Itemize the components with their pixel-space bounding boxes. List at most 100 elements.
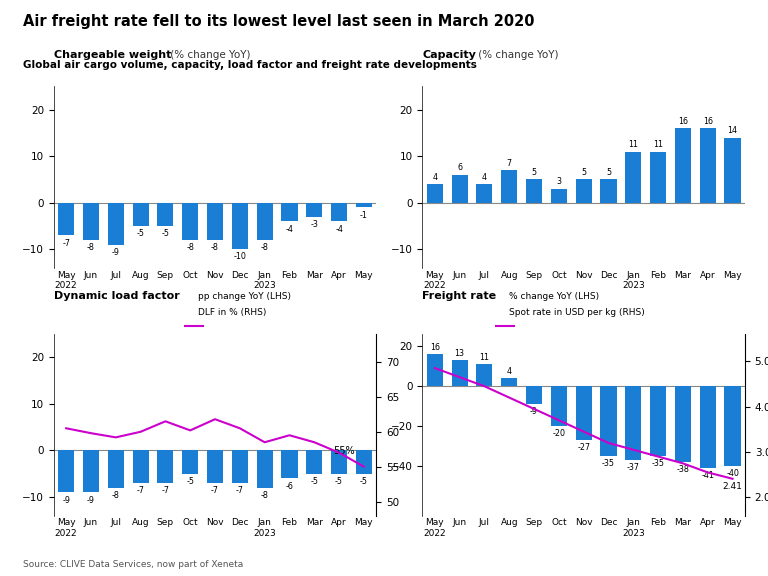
Text: -10: -10	[233, 252, 247, 262]
Bar	[58, 203, 74, 235]
Text: -27: -27	[577, 443, 591, 452]
Text: -8: -8	[87, 243, 95, 252]
Text: -5: -5	[335, 477, 343, 486]
Text: 16: 16	[430, 343, 440, 353]
Bar	[650, 386, 666, 456]
Text: Source: CLIVE Data Services, now part of Xeneta: Source: CLIVE Data Services, now part of…	[23, 560, 243, 569]
Text: (% change YoY): (% change YoY)	[167, 51, 251, 60]
Text: Air freight rate fell to its lowest level last seen in March 2020: Air freight rate fell to its lowest leve…	[23, 14, 535, 29]
Text: (% change YoY): (% change YoY)	[475, 51, 558, 60]
Text: -38: -38	[677, 465, 690, 473]
Bar	[157, 203, 174, 226]
Bar	[306, 450, 323, 473]
Text: -3: -3	[310, 220, 318, 229]
Bar	[427, 184, 443, 203]
Text: 16: 16	[678, 117, 688, 126]
Text: % change YoY (LHS): % change YoY (LHS)	[509, 291, 599, 301]
Text: -5: -5	[310, 477, 318, 486]
Text: 11: 11	[653, 140, 663, 149]
Text: -7: -7	[236, 486, 244, 495]
Bar	[157, 450, 174, 483]
Bar	[427, 354, 443, 386]
Text: 55%: 55%	[333, 446, 355, 456]
Bar	[207, 450, 223, 483]
Bar	[675, 128, 691, 203]
Text: -37: -37	[627, 463, 640, 472]
Bar	[551, 189, 567, 203]
Bar	[133, 450, 149, 483]
Text: 4: 4	[482, 173, 487, 182]
Bar	[207, 203, 223, 240]
Text: -41: -41	[701, 471, 714, 480]
Text: Freight rate: Freight rate	[422, 291, 497, 301]
Bar	[700, 128, 716, 203]
Text: -7: -7	[62, 238, 70, 248]
Text: Dynamic load factor: Dynamic load factor	[54, 291, 180, 301]
Bar	[108, 450, 124, 488]
Bar	[650, 151, 666, 203]
Bar	[526, 180, 542, 203]
Bar	[476, 364, 492, 386]
Text: -9: -9	[87, 495, 95, 505]
Text: -7: -7	[161, 486, 170, 495]
Text: 13: 13	[455, 350, 465, 358]
Text: 4: 4	[507, 367, 511, 376]
Text: Spot rate in USD per kg (RHS): Spot rate in USD per kg (RHS)	[509, 308, 645, 317]
Bar	[526, 386, 542, 404]
Text: -9: -9	[112, 248, 120, 257]
Text: 6: 6	[457, 164, 462, 172]
Bar	[576, 180, 592, 203]
Bar	[257, 450, 273, 488]
Bar	[601, 180, 617, 203]
Bar	[452, 360, 468, 386]
Text: -6: -6	[286, 482, 293, 491]
Bar	[724, 138, 740, 203]
Bar	[58, 450, 74, 492]
Bar	[133, 203, 149, 226]
Text: -35: -35	[651, 458, 664, 468]
Text: 11: 11	[628, 140, 638, 149]
Bar	[576, 386, 592, 439]
Bar	[257, 203, 273, 240]
Text: -5: -5	[186, 477, 194, 486]
Text: -35: -35	[602, 458, 615, 468]
Bar	[502, 378, 518, 386]
Bar	[232, 203, 248, 249]
Text: 5: 5	[531, 168, 537, 177]
Text: Global air cargo volume, capacity, load factor and freight rate developments: Global air cargo volume, capacity, load …	[23, 60, 477, 70]
Text: -4: -4	[335, 225, 343, 234]
Text: 3: 3	[556, 177, 561, 187]
Bar	[625, 386, 641, 460]
Bar	[83, 450, 99, 492]
Text: 5: 5	[581, 168, 586, 177]
Bar	[331, 450, 347, 473]
Text: DLF in % (RHS): DLF in % (RHS)	[198, 308, 266, 317]
Bar	[83, 203, 99, 240]
Text: -40: -40	[726, 469, 739, 478]
Text: 7: 7	[507, 159, 511, 168]
Text: -8: -8	[187, 243, 194, 252]
Bar	[281, 450, 297, 478]
Bar	[675, 386, 691, 462]
Text: pp change YoY (LHS): pp change YoY (LHS)	[198, 291, 291, 301]
Bar	[625, 151, 641, 203]
Bar	[182, 203, 198, 240]
Text: 5: 5	[606, 168, 611, 177]
Bar	[182, 450, 198, 473]
Bar	[551, 386, 567, 426]
Text: Capacity: Capacity	[422, 51, 476, 60]
Text: 11: 11	[479, 354, 489, 362]
Text: -8: -8	[260, 491, 269, 500]
Text: -5: -5	[360, 477, 368, 486]
Text: 14: 14	[727, 126, 737, 135]
Bar	[476, 184, 492, 203]
Text: 16: 16	[703, 117, 713, 126]
Text: -5: -5	[161, 229, 170, 238]
Bar	[724, 386, 740, 465]
Bar	[452, 175, 468, 203]
Bar	[601, 386, 617, 456]
Text: -7: -7	[211, 486, 219, 495]
Bar	[232, 450, 248, 483]
Bar	[281, 203, 297, 221]
Bar	[331, 203, 347, 221]
